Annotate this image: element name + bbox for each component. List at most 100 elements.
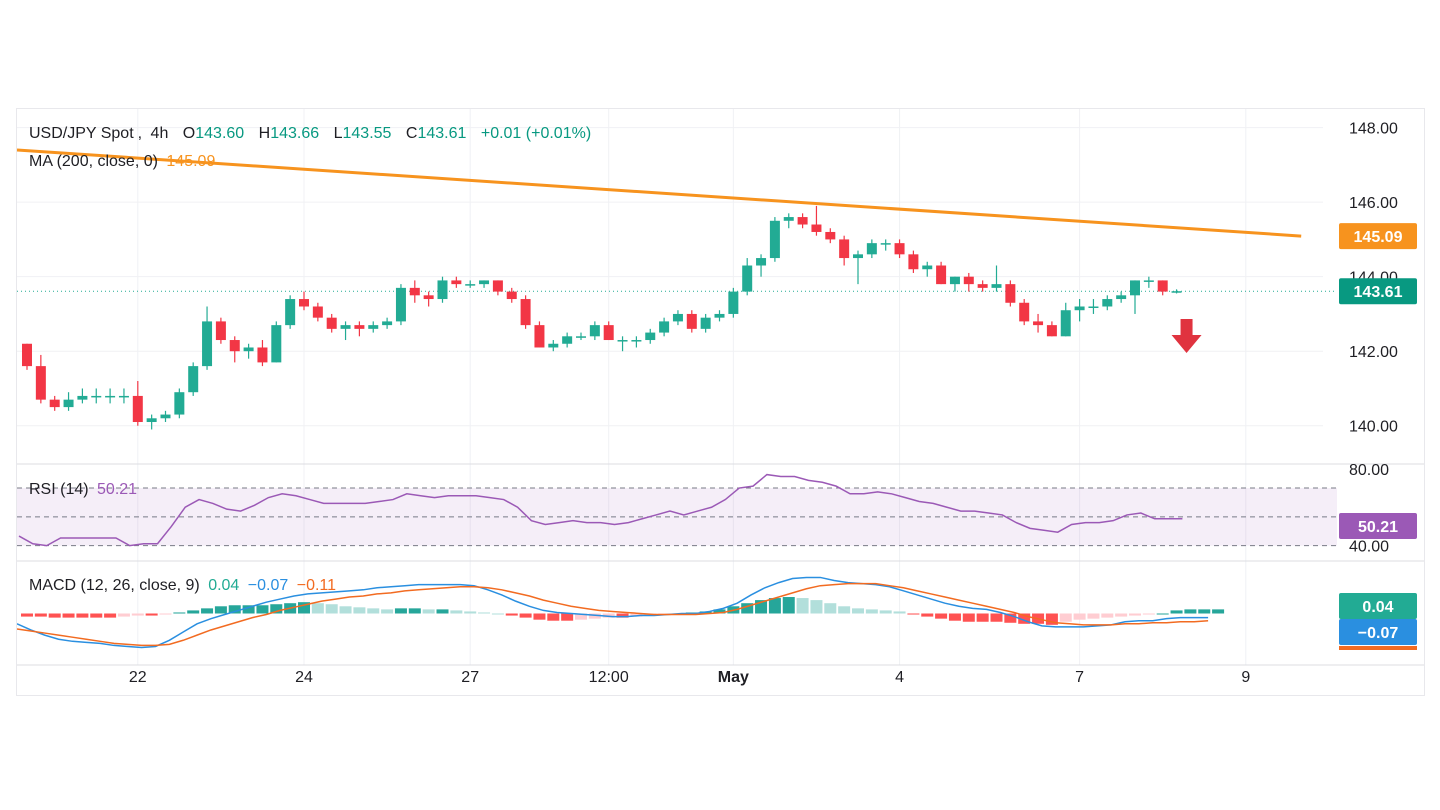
candle-body [1157, 280, 1168, 292]
macd-hist-bar [325, 604, 338, 614]
candle-body [35, 366, 46, 400]
open-value: 143.60 [195, 125, 245, 142]
last-price-badge: 143.61 [1354, 284, 1403, 301]
macd-hist-bar [1018, 613, 1031, 624]
macd-hist-bar [1198, 609, 1211, 614]
x-axis-tick: May [718, 669, 749, 686]
candle-body [506, 291, 517, 300]
low-label: L [333, 125, 343, 142]
macd-hist-bar [1115, 613, 1128, 617]
macd-hist-bar [561, 613, 574, 621]
candle-body [880, 243, 891, 245]
candle-body [839, 239, 850, 259]
macd-hist-bar [1004, 613, 1017, 623]
macd-hist-bar [921, 613, 934, 617]
macd-hist-bar [1073, 613, 1086, 620]
candle-body [645, 332, 656, 341]
candle-body [1088, 306, 1099, 308]
macd-legend-macd: −0.07 [247, 577, 289, 594]
candle-body [686, 313, 697, 329]
candle-body [188, 366, 199, 393]
candle-body [589, 325, 600, 337]
candle-body [299, 299, 309, 307]
candle-body [354, 325, 365, 329]
macd-hist-bar [422, 609, 435, 614]
macd-hist-bar [34, 613, 47, 617]
candle-body [271, 325, 282, 363]
candle-body [866, 243, 877, 255]
macd-hist-bar [131, 613, 144, 616]
candle-body [811, 224, 822, 232]
macd-legend[interactable]: MACD (12, 26, close, 9) 0.04 −0.07 −0.11 [29, 577, 340, 595]
macd-hist-bar [990, 613, 1003, 622]
macd-line [17, 576, 1209, 649]
macd-signal-line [17, 582, 1209, 647]
candle-body [49, 399, 60, 408]
macd-hist-bar [1156, 613, 1169, 615]
candle-body [534, 325, 545, 348]
down-arrow-icon [1171, 319, 1202, 353]
rsi-line [18, 473, 1183, 547]
candle-body [700, 317, 711, 329]
candle-body [146, 418, 157, 423]
candle-body [202, 321, 213, 367]
candle-body [1102, 299, 1113, 307]
candle-body [631, 340, 642, 342]
x-axis-tick: 9 [1241, 669, 1250, 686]
macd-hist-bar [588, 613, 601, 619]
macd-hist-bar [104, 613, 117, 618]
interval-label[interactable]: 4h [150, 125, 169, 142]
macd-hist-bar [381, 609, 394, 614]
macd-hist-bar [311, 603, 324, 614]
x-axis-tick: 7 [1075, 669, 1084, 686]
macd-hist-bar [796, 598, 809, 614]
macd-hist-bar [214, 606, 227, 614]
ma-legend-value: 145.09 [166, 153, 216, 170]
candle-body [977, 284, 988, 288]
candle-body [769, 220, 780, 259]
candle-body [659, 321, 670, 333]
candle-body [562, 336, 573, 344]
macd-histogram [21, 597, 1225, 625]
candle-body [991, 284, 1002, 288]
candle-body [756, 258, 767, 266]
candle-body [77, 395, 88, 400]
candle-body [1171, 291, 1182, 293]
macd-hist-bar [782, 597, 795, 614]
ma-legend[interactable]: MA (200, close, 0) 145.09 [29, 153, 219, 171]
grid-lines [17, 109, 1323, 665]
ma-price-badge: 145.09 [1354, 229, 1403, 246]
symbol-label[interactable]: USD/JPY Spot [29, 125, 134, 142]
macd-signal-badge: −0.07 [1358, 625, 1399, 642]
candle-body [936, 265, 947, 285]
macd-hist-bar [228, 605, 241, 614]
candle-body [215, 321, 226, 341]
candle-body [423, 295, 434, 300]
candle-body [1116, 295, 1127, 300]
macd-hist-bar [713, 609, 726, 614]
chart-canvas[interactable]: 140.00142.00144.00146.00148.00145.09143.… [17, 109, 1424, 695]
macd-hist-bar [547, 613, 560, 621]
candle-body [243, 347, 254, 352]
macd-hist-bar [810, 600, 823, 614]
rsi-badge: 50.21 [1358, 519, 1398, 536]
candle-body [949, 276, 960, 285]
macd-hist-bar [242, 605, 255, 614]
macd-hist-bar [1101, 613, 1114, 618]
macd-hist-bar [948, 613, 961, 621]
rsi-axis-tick: 80.00 [1349, 462, 1389, 479]
candle-body [853, 254, 863, 259]
macd-badge: 0.04 [1362, 599, 1393, 616]
candle-body [22, 343, 32, 367]
chart-frame: 140.00 142.00 144.00 146.00 148.00 145.09 143.… [16, 108, 1425, 696]
macd-hist-bar [879, 610, 892, 614]
rsi-legend[interactable]: RSI (14) 50.21 [29, 481, 141, 499]
candle-body [783, 217, 794, 221]
macd-hist-bar [907, 613, 920, 615]
close-value: 143.61 [417, 125, 467, 142]
macd-hist-bar [478, 612, 491, 614]
macd-hist-bar [505, 613, 518, 616]
candle-body [922, 265, 933, 270]
x-axis-tick: 27 [461, 669, 479, 686]
macd-hist-bar [1087, 613, 1100, 619]
